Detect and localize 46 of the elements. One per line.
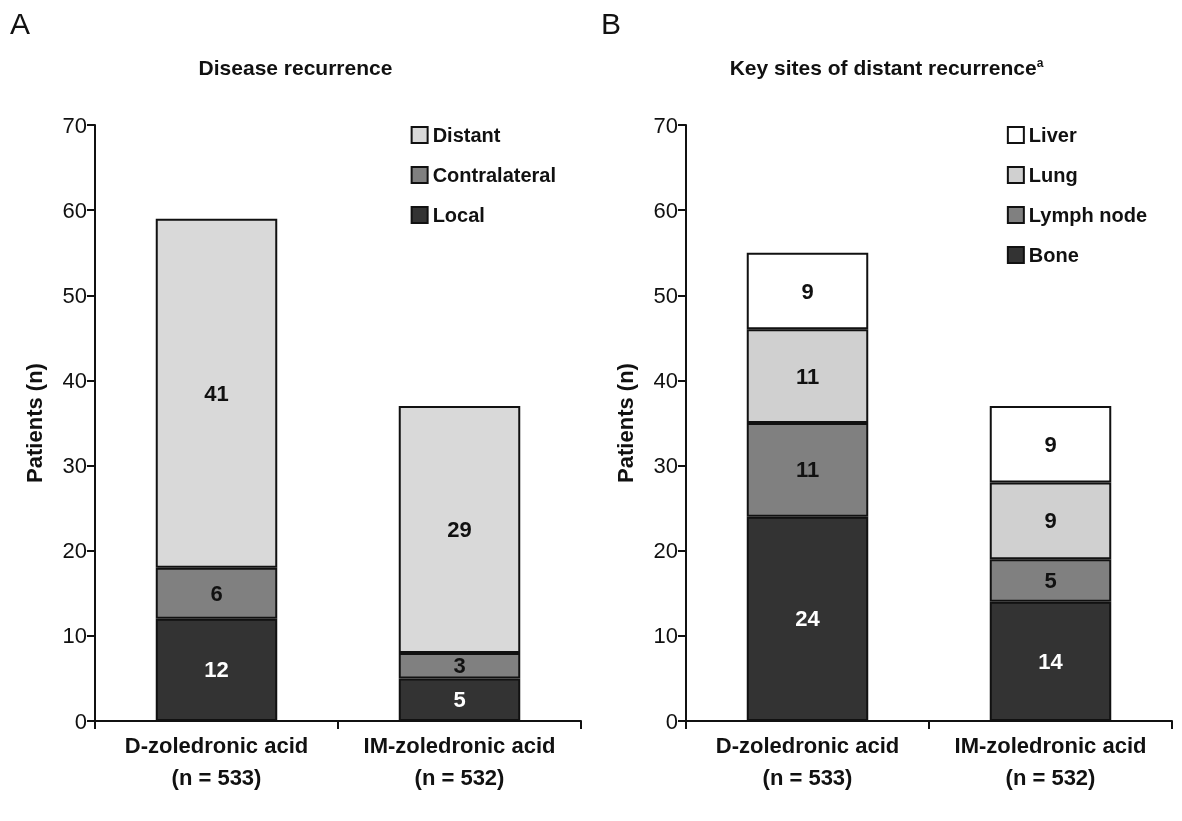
y-tick-label: 20: [62, 538, 87, 564]
y-tick-label: 40: [653, 367, 678, 393]
y-tick-label: 70: [653, 112, 678, 138]
y-tick-label: 30: [62, 453, 87, 479]
data-label: 24: [795, 606, 821, 632]
data-label: 12: [204, 657, 229, 683]
data-label: 11: [795, 363, 820, 389]
data-label: 9: [1044, 508, 1057, 534]
x-tick-label: D-zoledronic acid (n = 533): [715, 732, 900, 790]
data-label: 6: [210, 580, 223, 606]
legend-label: Distant: [432, 124, 501, 146]
y-axis-title: Patients (n): [21, 363, 47, 483]
data-label: 5: [453, 687, 466, 713]
data-label: 41: [204, 380, 229, 406]
chart-title: Disease recurrence: [198, 56, 393, 79]
data-label: 11: [795, 457, 820, 483]
x-tick-label: IM-zoledronic acid (n = 532): [363, 732, 556, 790]
legend-label: Bone: [1028, 244, 1079, 266]
legend-label: Local: [432, 204, 485, 226]
data-label: 9: [801, 278, 814, 304]
data-label: 3: [453, 653, 466, 679]
data-label: 14: [1038, 648, 1064, 674]
y-tick-label: 10: [62, 623, 87, 649]
y-tick-label: 60: [62, 197, 87, 223]
y-tick-label: 50: [62, 282, 87, 308]
text: A: [10, 6, 31, 40]
y-tick-label: 0: [665, 708, 678, 734]
y-axis-title: Patients (n): [612, 363, 638, 483]
y-tick-label: 0: [74, 708, 87, 734]
x-tick-label: IM-zoledronic acid (n = 532): [954, 732, 1147, 790]
y-tick-label: 10: [653, 623, 678, 649]
y-tick-label: 30: [653, 453, 678, 479]
y-tick-label: 40: [62, 367, 87, 393]
y-tick-label: 20: [653, 538, 678, 564]
data-label: 29: [447, 516, 472, 542]
y-tick-label: 60: [653, 197, 678, 223]
x-tick-label: D-zoledronic acid (n = 533): [124, 732, 309, 790]
legend-label: Lymph node: [1028, 204, 1148, 226]
data-label: 5: [1044, 568, 1057, 594]
legend-label: Lung: [1028, 164, 1078, 186]
legend-label: Contralateral: [432, 164, 557, 186]
y-tick-label: 50: [653, 282, 678, 308]
data-label: 9: [1044, 431, 1057, 457]
y-tick-label: 70: [62, 112, 87, 138]
legend-label: Liver: [1028, 124, 1077, 146]
text: B: [601, 6, 622, 40]
